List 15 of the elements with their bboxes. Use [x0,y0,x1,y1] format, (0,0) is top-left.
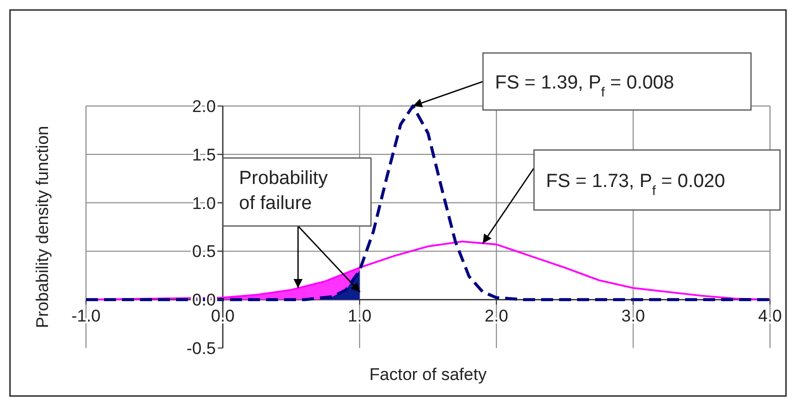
x-tick-label: 2.0 [484,306,508,326]
annotation: FS = 1.39, P$_{f}$ = 0.008 [495,72,674,99]
y-tick-label: 1.5 [192,145,216,164]
x-tick-label: -1.0 [71,306,101,326]
x-tick-label: 3.0 [621,306,646,326]
annotation: Probability of failure [239,168,328,214]
x-tick-label: 1.0 [348,306,372,326]
y-tick-label: 0.5 [192,242,216,262]
y-tick-label: 2.0 [192,96,216,116]
y-tick-label: -0.5 [186,338,216,358]
x-axis-title: Factor of safety [369,365,488,384]
y-tick-label: 1.0 [192,194,216,213]
annotation: FS = 1.73, P$_{f}$ = 0.020 [546,171,726,198]
x-tick-label: 4.0 [758,306,782,326]
y-axis-title: Probability density function [33,126,52,328]
